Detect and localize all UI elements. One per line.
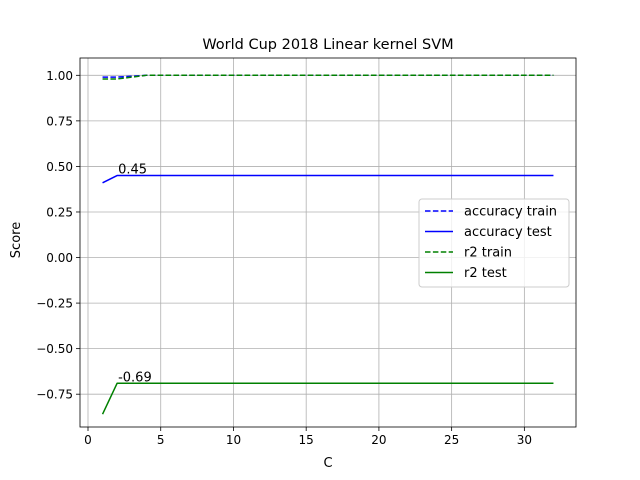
- plot-area: 0.45 -0.69 0 5 10 15 20 25 30 1.00 0.75 0.50 0.25 0.0…: [36, 57, 577, 447]
- y-tick-label: 0.25: [46, 205, 73, 219]
- x-tick-label: 25: [444, 433, 459, 447]
- y-tick-label: −0.75: [36, 388, 73, 402]
- y-tick-label: 1.00: [46, 69, 73, 83]
- x-tick-label: 10: [226, 433, 241, 447]
- legend-entry-label: r2 test: [464, 266, 507, 281]
- annotation-label: -0.69: [118, 370, 152, 385]
- series-line-r2-test: [101, 382, 554, 415]
- series-line-accuracy-test: [102, 174, 554, 184]
- x-tick-label: 20: [371, 433, 386, 447]
- chart-title: World Cup 2018 Linear kernel SVM: [202, 37, 453, 53]
- x-tick-label: 15: [299, 433, 314, 447]
- x-tick-label: 30: [517, 433, 532, 447]
- legend-entry-label: r2 train: [464, 246, 512, 261]
- x-tick-label: 0: [84, 433, 92, 447]
- x-axis-label: C: [323, 456, 332, 471]
- series-line-r2-train: [102, 74, 554, 80]
- y-tick-label: 0.50: [46, 160, 73, 174]
- legend-entry-label: accuracy train: [464, 205, 557, 220]
- x-tick-label: 5: [157, 433, 165, 447]
- y-tick-label: 0.00: [46, 251, 73, 265]
- y-tick-label: −0.50: [36, 342, 73, 356]
- axes-frame: [79, 57, 577, 428]
- legend-entry-label: accuracy test: [464, 225, 552, 240]
- legend-box: [418, 198, 570, 288]
- y-axis-label: Score: [9, 222, 24, 258]
- y-tick-label: −0.25: [36, 297, 73, 311]
- annotation-label: 0.45: [118, 163, 147, 178]
- y-tick-label: 0.75: [46, 114, 73, 128]
